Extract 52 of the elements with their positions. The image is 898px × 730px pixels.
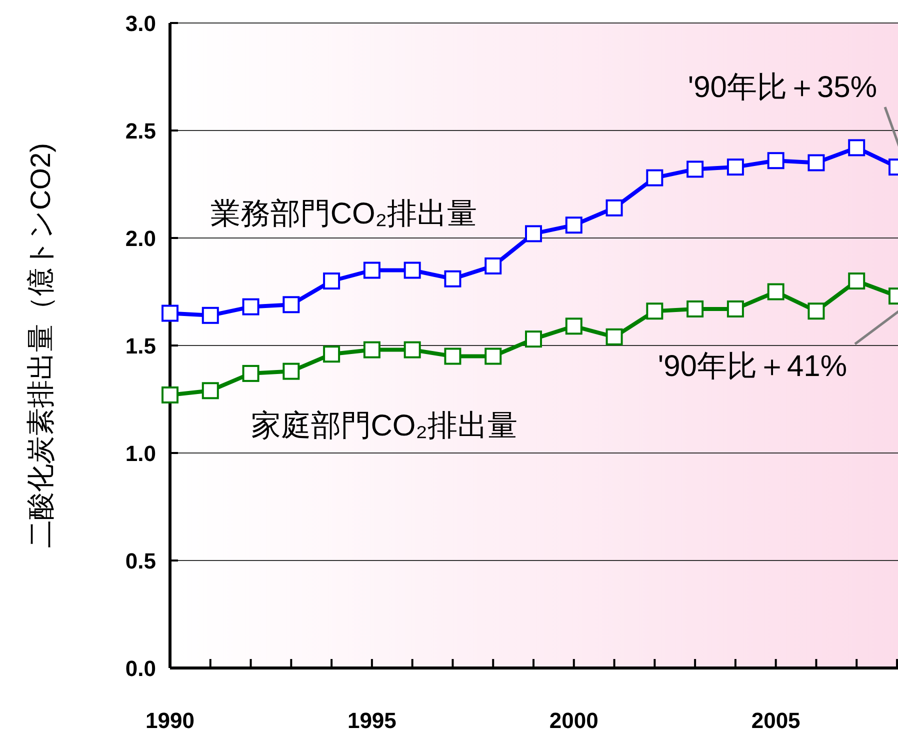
point (565, 216, 582, 234)
point (808, 302, 825, 320)
point (282, 296, 300, 314)
point (242, 364, 260, 382)
point (323, 346, 340, 363)
y-tick-label: 2.5 (125, 118, 156, 144)
point (525, 225, 542, 242)
point (565, 318, 582, 335)
annotation: '90年比＋35% (688, 71, 877, 104)
point (808, 154, 825, 172)
point (646, 302, 664, 320)
point (202, 382, 219, 400)
series-label: 家庭部門CO₂排出量 (250, 409, 518, 442)
y-tick-label: 1.5 (125, 334, 156, 358)
series-label: 業務部門CO₂排出量 (210, 197, 478, 230)
point (726, 158, 744, 176)
y-tick-label: 3.0 (125, 11, 156, 36)
point (686, 300, 704, 318)
point (242, 298, 260, 316)
x-tick-label: 1995 (347, 708, 396, 730)
point (606, 199, 623, 216)
point (646, 169, 664, 186)
y-axis-title: 二酸化炭素排出量（億トンCO2) (25, 143, 56, 548)
x-tick-label: 2000 (549, 708, 598, 730)
point (606, 328, 623, 346)
point (202, 306, 219, 324)
point (282, 362, 300, 380)
y-tick-label: 0.5 (125, 548, 156, 574)
point (404, 341, 421, 358)
point (363, 262, 380, 279)
point (162, 304, 178, 322)
x-tick-label: 1990 (146, 708, 194, 730)
point (525, 330, 542, 348)
point (444, 270, 462, 288)
x-tick-label: 2005 (751, 708, 800, 730)
point (726, 300, 744, 318)
point (686, 160, 704, 178)
point (767, 152, 784, 170)
point (323, 272, 340, 290)
point (484, 257, 502, 274)
point (404, 262, 421, 279)
point (363, 341, 380, 358)
point (444, 348, 462, 365)
point (767, 283, 784, 300)
y-tick-label: 1.0 (125, 441, 156, 466)
point (848, 272, 866, 290)
y-tick-label: 0.0 (125, 656, 156, 681)
point (484, 348, 502, 365)
point (848, 139, 866, 156)
y-tick-label: 2.0 (125, 226, 156, 251)
point (162, 386, 178, 404)
annotation: '90年比＋41% (658, 350, 847, 384)
